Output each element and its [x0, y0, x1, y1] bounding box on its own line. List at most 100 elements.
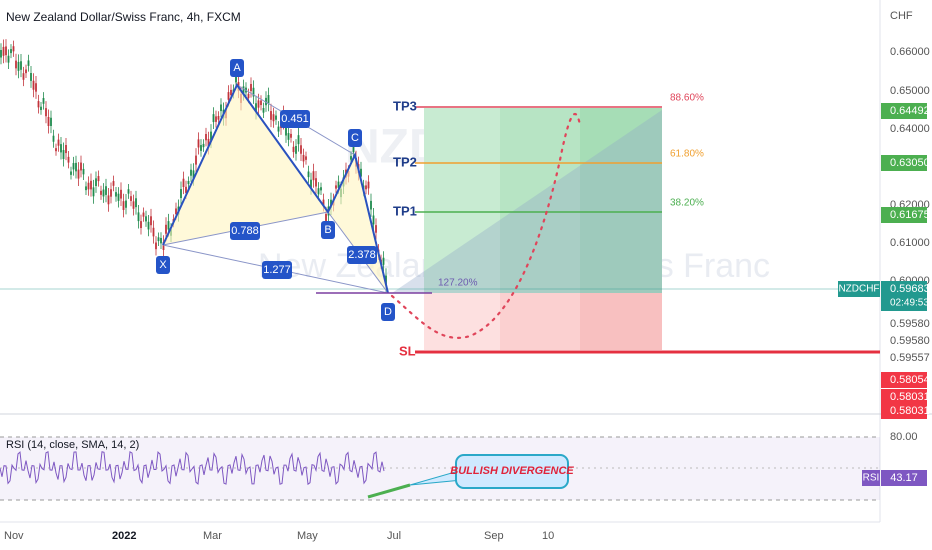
candle-body	[200, 145, 202, 151]
candle-body	[17, 61, 20, 71]
candle-body	[102, 189, 105, 197]
pattern-point: B	[324, 224, 331, 236]
pattern-point: D	[384, 306, 392, 318]
candle-body	[295, 145, 297, 154]
time-tick: 2022	[112, 530, 136, 542]
rsi-name-box	[862, 470, 880, 486]
price-label: 0.63050	[890, 157, 930, 169]
rsi-level: 80.00	[890, 431, 918, 443]
price-label-box	[881, 207, 927, 223]
candle-body	[7, 55, 10, 63]
candle-body	[20, 61, 22, 70]
candle-body	[220, 104, 222, 112]
candle-body	[147, 221, 150, 230]
candle-body	[77, 169, 80, 179]
candle-body	[122, 201, 125, 210]
candle-body	[265, 97, 267, 106]
candle-body	[365, 185, 367, 190]
candle-body	[70, 171, 72, 175]
pattern-ratio: 0.451	[281, 113, 309, 125]
candle-body	[202, 143, 205, 148]
candle-body	[272, 114, 275, 122]
candle-body	[140, 221, 142, 229]
price-label-box	[881, 389, 927, 405]
candle-body	[120, 189, 122, 199]
candle-body	[367, 181, 370, 189]
candle-body	[45, 108, 47, 117]
time-tick: Sep	[484, 530, 504, 542]
price-label: 0.58054	[890, 374, 930, 386]
pattern-point-box	[230, 59, 244, 77]
callout-box	[455, 454, 569, 489]
projection-wedge	[392, 110, 662, 293]
time-tick: May	[297, 530, 318, 542]
time-tick: 10	[542, 530, 554, 542]
candle-body	[100, 190, 102, 195]
candle-body	[315, 178, 317, 187]
price-label: 0.61675	[890, 209, 930, 221]
price-label: 0.64492	[890, 105, 930, 117]
trade-zones	[392, 108, 662, 350]
price-tick: 0.65000	[890, 85, 930, 97]
candle-body	[227, 92, 230, 100]
candle-body	[312, 171, 315, 181]
candle-body	[50, 117, 52, 126]
price-label-box	[881, 155, 927, 171]
stop-label: SL	[399, 343, 416, 358]
candle-body	[165, 224, 167, 234]
candle-body	[5, 46, 7, 56]
candle-body	[60, 144, 62, 153]
candle-body	[267, 95, 270, 104]
profit-zone-band	[580, 108, 662, 293]
candle-body	[325, 213, 327, 223]
candle-body	[187, 180, 190, 185]
candle-body	[10, 49, 12, 54]
price-label: 0.58031	[890, 391, 930, 403]
candle-body	[195, 155, 197, 165]
candle-body	[317, 188, 320, 195]
candle-body	[52, 135, 55, 142]
pattern-ratio-box	[230, 222, 260, 240]
candle-body	[290, 133, 292, 138]
candle-body	[212, 114, 215, 123]
candle-body	[207, 138, 210, 148]
price-label: 0.58031	[890, 405, 930, 417]
candle-body	[260, 100, 262, 106]
candle-body	[352, 145, 355, 153]
candle-body	[72, 163, 75, 170]
candle-body	[125, 200, 127, 208]
currency: CHF	[890, 10, 913, 22]
candle-body	[175, 208, 177, 215]
candle-body	[292, 146, 295, 153]
candle-body	[130, 196, 132, 201]
candle-body	[257, 100, 260, 108]
countdown: 02:49:53	[890, 298, 929, 309]
candle-body	[30, 72, 32, 81]
candle-body	[145, 216, 147, 222]
pattern-ratio-box	[280, 110, 310, 128]
candle-body	[67, 156, 70, 163]
candle-body	[127, 189, 130, 194]
candle-body	[92, 187, 95, 197]
candle-body	[305, 156, 307, 160]
pattern-ratio: 1.277	[263, 264, 291, 276]
annotations: X A B C D 0.451 0.788 1.277 2.378 127.20% TP3 88.60…	[156, 59, 704, 358]
candle-body	[300, 145, 302, 154]
time-tick: Nov	[4, 530, 24, 542]
candle-body	[87, 182, 90, 190]
candle-body	[205, 133, 207, 141]
candle-body	[62, 150, 65, 160]
pattern-point: A	[233, 62, 241, 74]
candle-body	[350, 156, 352, 160]
candle-body	[192, 170, 195, 179]
current-price: 0.59683	[890, 283, 930, 295]
pattern-point: C	[351, 132, 359, 144]
time-tick: Mar	[203, 530, 222, 542]
candle-body	[180, 189, 182, 199]
candle-body	[190, 169, 192, 176]
callout-text: BULLISH DIVERGENCE	[450, 465, 574, 477]
candle-body	[307, 171, 310, 178]
chart-title: New Zealand Dollar/Swiss Franc, 4h, FXCM	[6, 10, 241, 24]
candle-body	[375, 225, 377, 233]
